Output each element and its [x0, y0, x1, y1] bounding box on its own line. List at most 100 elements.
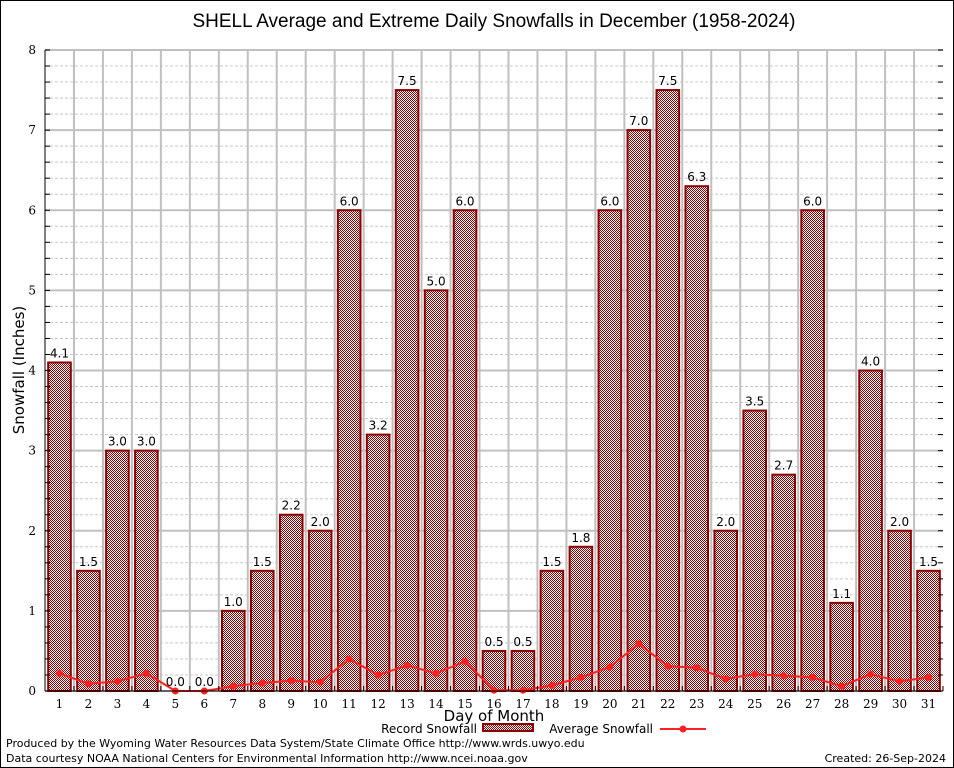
credit-line-1: Produced by the Wyoming Water Resources …: [6, 737, 585, 750]
bar-day-15: [452, 209, 478, 692]
y-tick-label: 4: [28, 364, 36, 378]
x-tick-label: 7: [229, 697, 237, 711]
y-tick-labels: 0 1 2 3 4 5 6 7 8: [28, 43, 36, 698]
bar-day-14: [423, 289, 449, 692]
bar-label-day-4: 3.0: [137, 435, 156, 449]
bar-label-day-14: 5.0: [427, 274, 446, 288]
bar-day-22: [655, 89, 681, 692]
x-tick-label: 8: [258, 697, 266, 711]
x-tick-label: 19: [573, 697, 588, 711]
bar-label-day-22: 7.5: [658, 74, 677, 88]
x-tick-label: 20: [602, 697, 617, 711]
x-tick-label: 25: [747, 697, 762, 711]
average-point-day-10: [316, 678, 324, 686]
bar-label-day-9: 2.2: [282, 499, 301, 513]
legend-average-marker: [679, 725, 687, 733]
legend-record-label: Record Snowfall: [381, 722, 477, 736]
bar-label-day-12: 3.2: [369, 419, 388, 433]
y-tick-label: 6: [28, 203, 36, 217]
y-tick-label: 2: [28, 524, 36, 538]
x-tick-label: 15: [457, 697, 472, 711]
bar-label-day-3: 3.0: [108, 435, 127, 449]
x-tick-label: 21: [631, 697, 646, 711]
x-tick-label: 12: [370, 697, 385, 711]
credit-line-2: Data courtesy NOAA National Centers for …: [6, 752, 528, 765]
x-tick-label: 27: [805, 697, 820, 711]
x-tick-label: 16: [486, 697, 501, 711]
bar-day-16: [481, 649, 507, 692]
x-tick-label: 4: [143, 697, 151, 711]
average-point-day-31: [925, 673, 933, 681]
bar-day-3: [105, 449, 130, 692]
bar-label-day-16: 0.5: [484, 635, 503, 649]
average-point-day-14: [432, 669, 440, 677]
bar-label-day-20: 6.0: [600, 194, 619, 208]
average-point-day-30: [896, 677, 904, 685]
x-tick-label: 6: [201, 697, 209, 711]
y-tick-label: 7: [28, 123, 36, 137]
bar-day-26: [771, 473, 796, 692]
bar-day-2: [76, 569, 101, 692]
x-tick-label: 29: [863, 697, 878, 711]
x-tick-label: 2: [85, 697, 93, 711]
x-tick-label: 1: [56, 697, 64, 711]
average-point-day-20: [606, 663, 614, 671]
bar-label-day-27: 6.0: [803, 194, 822, 208]
bar-day-18: [539, 569, 565, 692]
bar-label-day-31: 1.5: [919, 555, 938, 569]
bar-day-11: [336, 209, 362, 692]
average-point-day-16: [490, 686, 498, 694]
bar-label-day-11: 6.0: [340, 194, 359, 208]
bar-label-day-7: 1.0: [224, 595, 243, 609]
average-point-day-12: [374, 671, 382, 679]
bar-day-30: [887, 529, 912, 692]
bar-day-25: [742, 409, 768, 692]
average-point-day-26: [780, 672, 788, 680]
bar-labels: 4.1 1.5 3.0 3.0 0.0 0.0 1.0 1.5 2.2 2.0 6.0 3.2 7.5 5…: [50, 74, 938, 689]
bar-label-day-28: 1.1: [832, 587, 851, 601]
bar-day-4: [134, 449, 159, 692]
x-axis-label: Day of Month: [444, 707, 545, 725]
bar-day-24: [713, 529, 739, 692]
average-point-day-2: [84, 680, 92, 688]
bar-label-day-26: 2.7: [774, 459, 793, 473]
bar-day-28: [829, 601, 854, 692]
bar-label-day-6: 0.0: [195, 675, 214, 689]
x-tick-label: 31: [921, 697, 936, 711]
average-point-day-11: [345, 655, 353, 663]
x-tick-label: 28: [834, 697, 849, 711]
y-axis-label: Snowfall (Inches): [10, 306, 28, 434]
average-point-day-3: [113, 677, 121, 685]
bar-day-21: [626, 129, 652, 692]
bar-label-day-2: 1.5: [79, 555, 98, 569]
x-tick-label: 23: [689, 697, 704, 711]
bar-day-23: [684, 185, 710, 692]
x-tick-label: 18: [544, 697, 559, 711]
average-point-day-23: [693, 664, 701, 672]
bar-label-day-1: 4.1: [50, 346, 69, 360]
x-tick-label: 10: [313, 697, 328, 711]
x-tick-label: 14: [428, 697, 444, 711]
x-tick-label: 17: [515, 697, 530, 711]
bar-day-8: [249, 569, 275, 692]
average-point-day-7: [229, 682, 237, 690]
bar-label-day-24: 2.0: [716, 515, 735, 529]
bar-day-1: [47, 361, 72, 692]
x-tick-label: 30: [892, 697, 907, 711]
bar-day-27: [800, 209, 825, 692]
y-tick-label: 5: [28, 283, 36, 297]
bar-label-day-25: 3.5: [745, 395, 764, 409]
created-date: Created: 26-Sep-2024: [825, 752, 946, 765]
average-point-day-21: [635, 640, 643, 648]
bar-label-day-17: 0.5: [513, 635, 532, 649]
bar-day-10: [307, 529, 333, 692]
x-tick-label: 24: [718, 697, 734, 711]
bar-day-20: [597, 209, 623, 692]
average-point-day-28: [838, 682, 846, 690]
bar-label-day-5: 0.0: [166, 675, 185, 689]
bar-day-31: [916, 569, 941, 692]
average-point-day-25: [751, 670, 759, 678]
y-tick-label: 0: [28, 684, 36, 698]
y-tick-label: 8: [28, 43, 36, 57]
